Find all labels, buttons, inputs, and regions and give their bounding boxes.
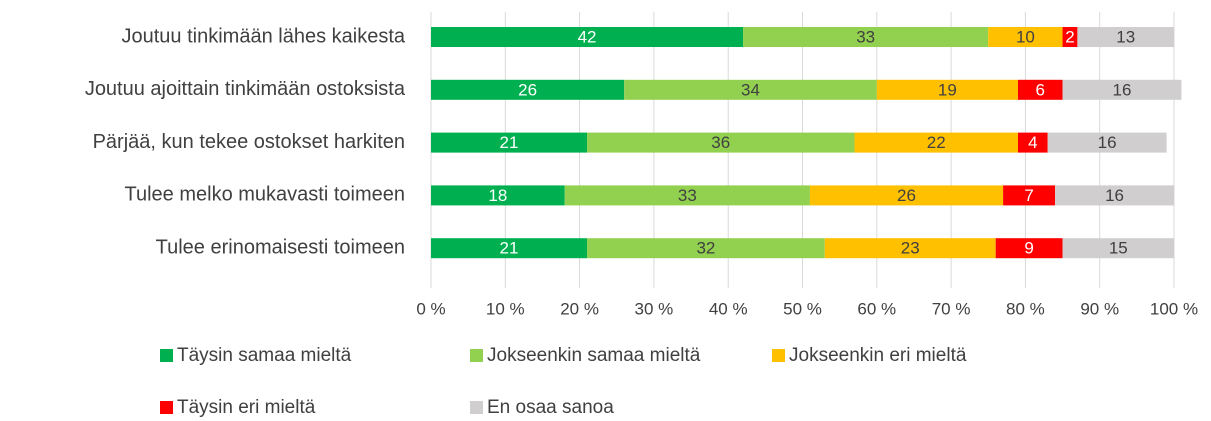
data-label: 42	[578, 27, 597, 46]
data-label: 16	[1105, 186, 1124, 205]
bar-segment	[1003, 185, 1056, 206]
x-tick-label: 0 %	[416, 299, 445, 318]
x-tick-label: 40 %	[709, 299, 748, 318]
bar-segment	[995, 238, 1063, 259]
data-label: 16	[1098, 133, 1117, 152]
data-label: 4	[1028, 133, 1037, 152]
x-tick-label: 80 %	[1006, 299, 1045, 318]
data-label: 6	[1036, 80, 1045, 99]
bar-segment	[431, 238, 588, 259]
data-label: 23	[901, 239, 920, 258]
legend-swatch	[470, 401, 483, 414]
category-label: Joutuu ajoittain tinkimään ostoksista	[85, 78, 406, 100]
data-label: 9	[1024, 239, 1033, 258]
bar-segment	[624, 79, 877, 100]
bar-segment	[431, 185, 565, 206]
data-label: 36	[711, 133, 730, 152]
bar-segment	[431, 132, 588, 153]
legend-label: Jokseenkin samaa mieltä	[487, 345, 701, 366]
x-tick-label: 90 %	[1080, 299, 1119, 318]
category-label: Tulee erinomaisesti toimeen	[156, 236, 405, 258]
x-tick-label: 30 %	[635, 299, 674, 318]
bar-segment	[587, 238, 825, 259]
legend-swatch	[772, 349, 785, 362]
bar-segment	[854, 132, 1018, 153]
bar-segment	[1017, 79, 1063, 100]
bar-segment	[876, 79, 1018, 100]
x-tick-label: 20 %	[560, 299, 599, 318]
data-label: 26	[897, 186, 916, 205]
legend-swatch	[160, 401, 173, 414]
legend-label: Jokseenkin eri mieltä	[789, 345, 967, 366]
data-label: 18	[488, 186, 507, 205]
data-label: 32	[696, 239, 715, 258]
bar-segment	[1062, 238, 1174, 259]
category-label: Tulee melko mukavasti toimeen	[125, 184, 406, 206]
bar-segment	[431, 79, 625, 100]
bar-segment	[988, 27, 1063, 47]
legend-swatch	[160, 349, 173, 362]
data-label: 34	[741, 80, 760, 99]
bar-segment	[431, 27, 744, 47]
category-label: Joutuu tinkimään lähes kaikesta	[122, 25, 406, 47]
data-label: 33	[678, 186, 697, 205]
data-label: 21	[500, 239, 519, 258]
x-tick-label: 10 %	[486, 299, 525, 318]
x-tick-label: 60 %	[857, 299, 896, 318]
bar-segment	[1017, 132, 1048, 153]
bar-segment	[1062, 27, 1078, 47]
data-label: 15	[1109, 239, 1128, 258]
data-label: 2	[1065, 27, 1074, 46]
bar-segment	[809, 185, 1004, 206]
data-label: 13	[1116, 27, 1135, 46]
bar-segment	[743, 27, 989, 47]
x-tick-label: 70 %	[932, 299, 971, 318]
category-label: Pärjää, kun tekee ostokset harkiten	[93, 131, 405, 153]
bar-segment	[1062, 79, 1182, 100]
bar-segment	[1047, 132, 1167, 153]
bar-segment	[1077, 27, 1174, 47]
data-label: 21	[500, 133, 519, 152]
legend-label: En osaa sanoa	[487, 397, 614, 418]
bar-segment	[824, 238, 996, 259]
data-label: 10	[1016, 27, 1035, 46]
bar-segment	[1055, 185, 1174, 206]
legend-swatch	[470, 349, 483, 362]
data-label: 26	[518, 80, 537, 99]
bar-segment	[564, 185, 810, 206]
data-label: 33	[856, 27, 875, 46]
data-label: 16	[1113, 80, 1132, 99]
data-label: 19	[938, 80, 957, 99]
x-tick-label: 50 %	[783, 299, 822, 318]
x-tick-label: 100 %	[1150, 299, 1198, 318]
bar-segment	[587, 132, 855, 153]
data-label: 7	[1024, 186, 1033, 205]
legend-label: Täysin samaa mieltä	[177, 345, 352, 366]
data-label: 22	[927, 133, 946, 152]
legend-label: Täysin eri mieltä	[177, 397, 316, 418]
